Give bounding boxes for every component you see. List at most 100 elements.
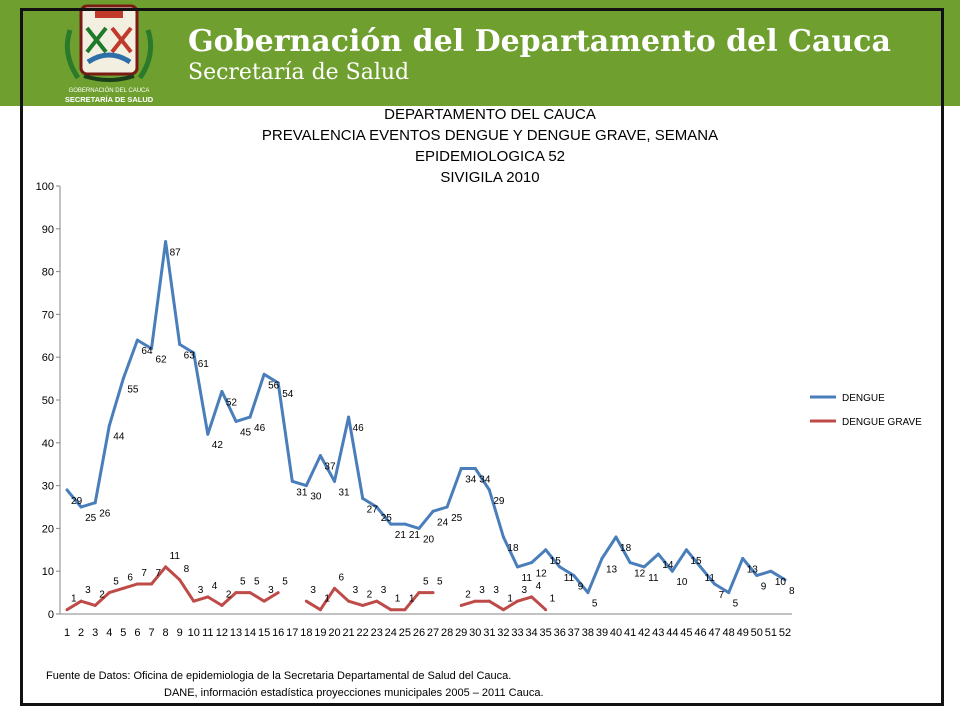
data-point (79, 505, 83, 509)
data-point (572, 573, 576, 577)
data-point (459, 603, 463, 607)
data-point (206, 432, 210, 436)
y-tick-label: 100 (36, 181, 54, 193)
data-point (417, 526, 421, 530)
data-point (262, 599, 266, 603)
data-point (164, 565, 168, 569)
data-label: 11 (705, 573, 716, 584)
data-point (93, 501, 97, 505)
chart-title-line: EPIDEMIOLOGICA 52 (414, 148, 566, 165)
data-point (347, 599, 351, 603)
x-tick-label: 37 (568, 627, 580, 639)
data-point (276, 591, 280, 595)
data-label: 61 (198, 359, 210, 370)
data-label: 64 (141, 346, 153, 357)
x-tick-label: 10 (188, 627, 200, 639)
data-point (530, 561, 534, 565)
x-tick-label: 42 (638, 627, 650, 639)
data-point (65, 488, 69, 492)
data-label: 11 (522, 573, 533, 584)
x-tick-label: 2 (78, 627, 84, 639)
x-tick-label: 39 (596, 627, 608, 639)
data-point (431, 509, 435, 513)
data-label: 8 (789, 586, 795, 597)
data-point (234, 591, 238, 595)
data-label: 29 (493, 496, 505, 507)
data-point (93, 603, 97, 607)
data-label: 1 (507, 594, 513, 605)
data-point (65, 608, 69, 612)
header-banner: GOBERNACIÓN DEL CAUCA SECRETARÍA DE SALU… (0, 0, 960, 106)
x-tick-label: 16 (272, 627, 284, 639)
chart-title-line: PREVALENCIA EVENTOS DENGUE Y DENGUE GRAV… (261, 127, 719, 144)
x-tick-label: 20 (328, 627, 340, 639)
data-point (107, 591, 111, 595)
data-label: 3 (310, 585, 316, 596)
data-point (516, 565, 519, 569)
data-label: 2 (367, 589, 373, 600)
data-label: 13 (606, 564, 618, 575)
data-label: 45 (240, 427, 252, 438)
x-tick-label: 14 (244, 627, 256, 639)
data-label: 5 (282, 577, 288, 588)
data-label: 13 (747, 564, 759, 575)
data-label: 1 (324, 594, 330, 605)
data-point (290, 479, 294, 483)
chart-title: DEPARTAMENTO DEL CAUCA PREVALENCIA EVENT… (220, 104, 760, 188)
x-tick-label: 51 (765, 627, 777, 639)
data-label: 46 (353, 423, 365, 434)
y-tick-label: 30 (42, 481, 54, 493)
x-tick-label: 7 (148, 627, 154, 639)
source-note: Fuente de Datos: Oficina de epidemiologi… (46, 668, 544, 702)
data-point (501, 608, 505, 612)
data-point (755, 573, 759, 577)
x-tick-label: 27 (427, 627, 439, 639)
data-point (206, 595, 210, 599)
data-point (135, 338, 139, 342)
data-label: 15 (550, 556, 562, 567)
data-label: 25 (85, 513, 97, 524)
x-tick-label: 1 (64, 627, 70, 639)
data-label: 21 (409, 530, 421, 541)
x-tick-label: 6 (134, 627, 140, 639)
x-tick-label: 22 (357, 627, 369, 639)
data-point (178, 342, 182, 346)
data-point (389, 608, 393, 612)
data-point (135, 582, 139, 586)
data-point (473, 466, 477, 470)
data-point (558, 565, 562, 569)
data-label: 27 (367, 504, 379, 515)
x-tick-label: 34 (525, 627, 537, 639)
x-tick-label: 46 (694, 627, 706, 639)
data-label: 42 (212, 440, 224, 451)
seal-caption-bottom: SECRETARÍA DE SALUD (65, 95, 154, 104)
data-point (656, 552, 660, 556)
data-point (544, 608, 548, 612)
x-tick-label: 28 (441, 627, 453, 639)
data-label: 18 (620, 543, 632, 554)
data-label: 87 (170, 248, 182, 259)
data-label: 6 (339, 572, 345, 583)
data-point (403, 522, 407, 526)
data-point (445, 505, 449, 509)
x-tick-label: 29 (455, 627, 467, 639)
x-tick-label: 11 (202, 627, 213, 639)
data-point (248, 415, 252, 419)
data-label: 25 (381, 513, 393, 524)
coat-of-arms-logo: GOBERNACIÓN DEL CAUCA SECRETARÍA DE SALU… (65, 4, 154, 104)
data-point (248, 591, 252, 595)
chart-series (65, 240, 787, 612)
x-tick-label: 47 (708, 627, 720, 639)
x-tick-label: 36 (554, 627, 566, 639)
y-tick-label: 80 (42, 267, 54, 279)
x-tick-label: 35 (540, 627, 552, 639)
x-tick-label: 12 (216, 627, 228, 639)
data-point (361, 496, 365, 500)
organization-subtitle: Secretaría de Salud (188, 60, 410, 85)
data-point (375, 599, 379, 603)
x-tick-label: 3 (92, 627, 98, 639)
x-tick-label: 32 (497, 627, 509, 639)
data-label: 29 (71, 496, 83, 507)
data-label: 5 (733, 599, 739, 610)
